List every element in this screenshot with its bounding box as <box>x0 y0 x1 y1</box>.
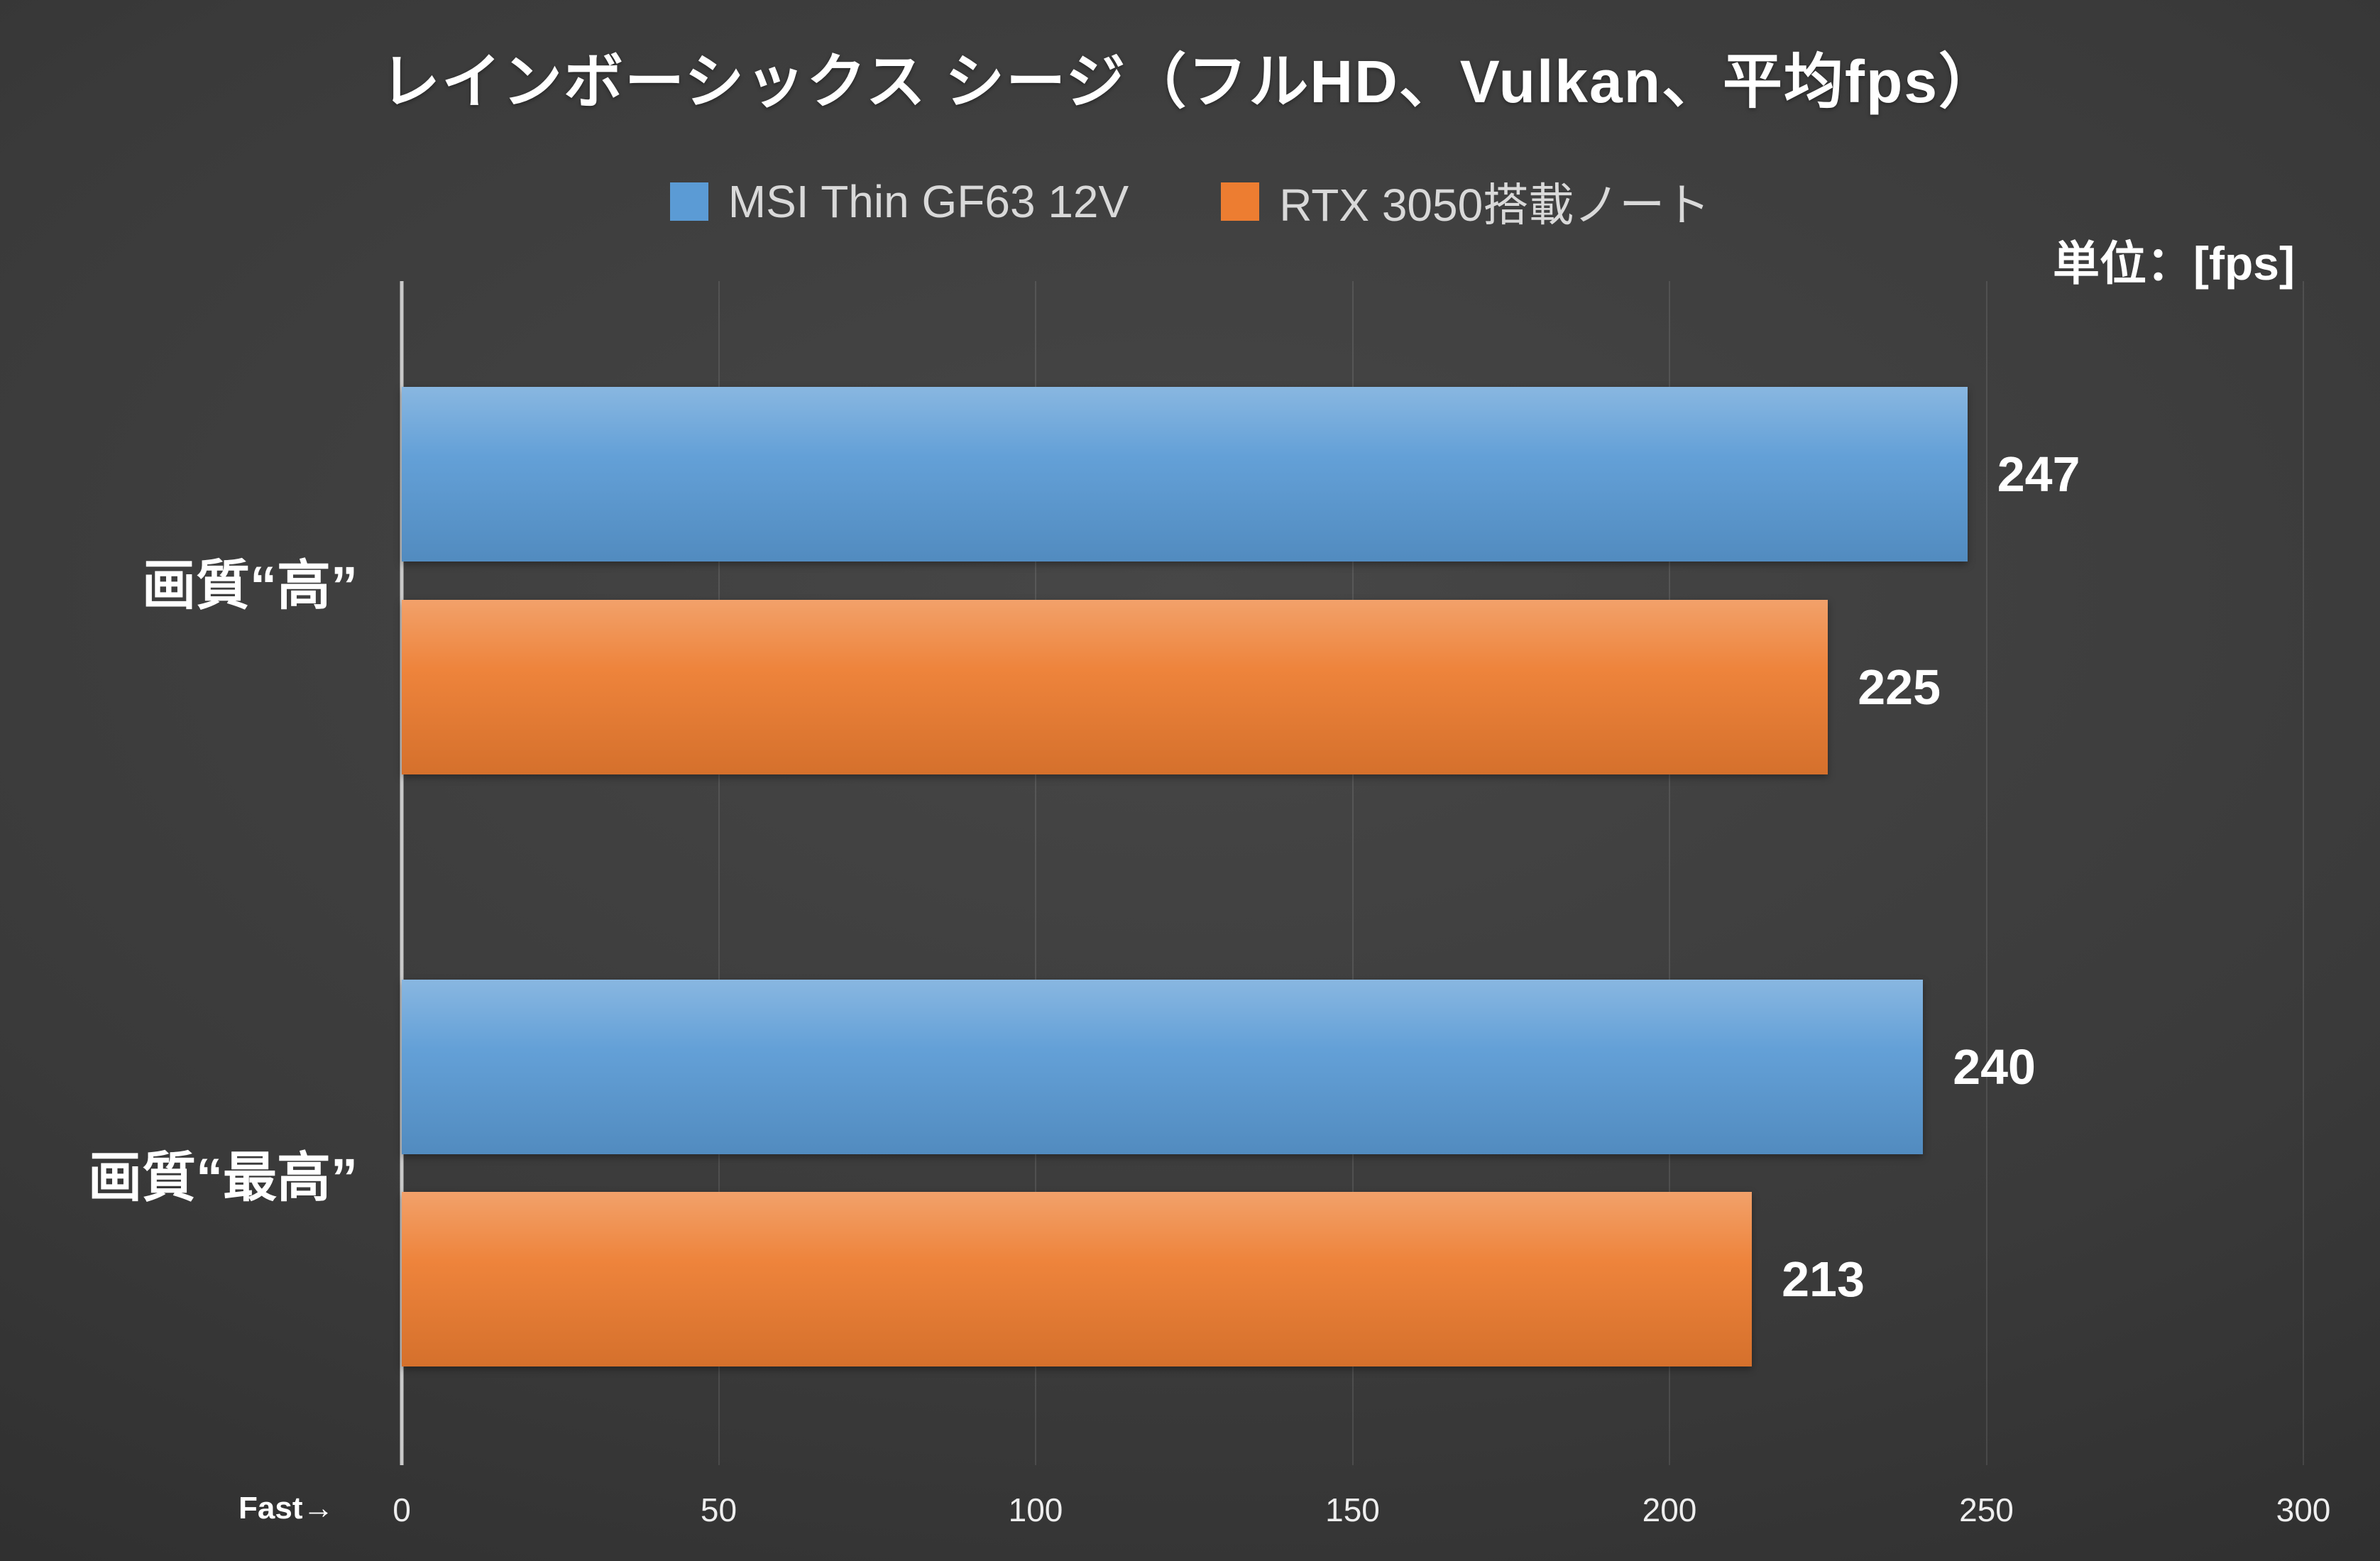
bar-msi-high <box>402 387 1968 562</box>
gridline <box>1985 281 1987 1465</box>
legend-swatch-orange-icon <box>1221 182 1260 221</box>
legend-item-rtx3050: RTX 3050搭載ノート <box>1221 169 1710 234</box>
bar-value-label: 240 <box>1953 1039 2036 1095</box>
x-tick-label: 100 <box>1008 1491 1063 1528</box>
gridline <box>2303 281 2304 1465</box>
y-axis-line <box>400 281 404 1465</box>
legend-label-rtx3050: RTX 3050搭載ノート <box>1279 180 1711 231</box>
bar-row: 225 <box>402 600 2303 774</box>
chart-title: レインボーシックス シージ（フルHD、Vulkan、平均fps） <box>380 48 2000 115</box>
bar-rtx3050-high <box>402 600 1828 774</box>
x-tick-label: 0 <box>393 1491 411 1528</box>
x-tick-label: 50 <box>700 1491 737 1528</box>
gridlines <box>400 281 2304 1465</box>
legend-label-msi: MSI Thin GF63 12V <box>728 176 1129 227</box>
unit-label: 単位：[fps] <box>2053 237 2295 290</box>
gridline <box>1035 281 1036 1465</box>
bar-value-label: 213 <box>1782 1251 1865 1307</box>
x-tick-label: 150 <box>1325 1491 1380 1528</box>
bar-row: 247 <box>402 387 2303 562</box>
category-label-highest: 画質“最高” <box>88 1148 358 1208</box>
bar-value-label: 247 <box>1997 447 2080 502</box>
gridline <box>718 281 720 1465</box>
x-axis-labels: 0 50 100 150 200 250 300 <box>393 1491 2330 1540</box>
bar-row: 213 <box>402 1192 2303 1366</box>
gridline <box>1669 281 1670 1465</box>
gridline <box>1351 281 1354 1465</box>
bar-row: 240 <box>402 980 2303 1154</box>
bar-rtx3050-highest <box>402 1192 1753 1366</box>
legend: MSI Thin GF63 12V RTX 3050搭載ノート <box>0 169 2380 234</box>
x-tick-label: 250 <box>1959 1491 2014 1528</box>
x-tick-label: 200 <box>1642 1491 1697 1528</box>
category-label-high: 画質“高” <box>142 556 358 616</box>
plot-area: 画質“高” 画質“最高” 247 225 240 213 <box>88 281 2304 1465</box>
legend-item-msi: MSI Thin GF63 12V <box>669 175 1129 228</box>
fast-axis-direction-label: Fast→ <box>238 1491 334 1526</box>
legend-swatch-blue-icon <box>669 182 708 221</box>
bar-value-label: 225 <box>1858 659 1941 715</box>
bar-msi-highest <box>402 980 1924 1154</box>
x-tick-label: 300 <box>2276 1491 2331 1528</box>
